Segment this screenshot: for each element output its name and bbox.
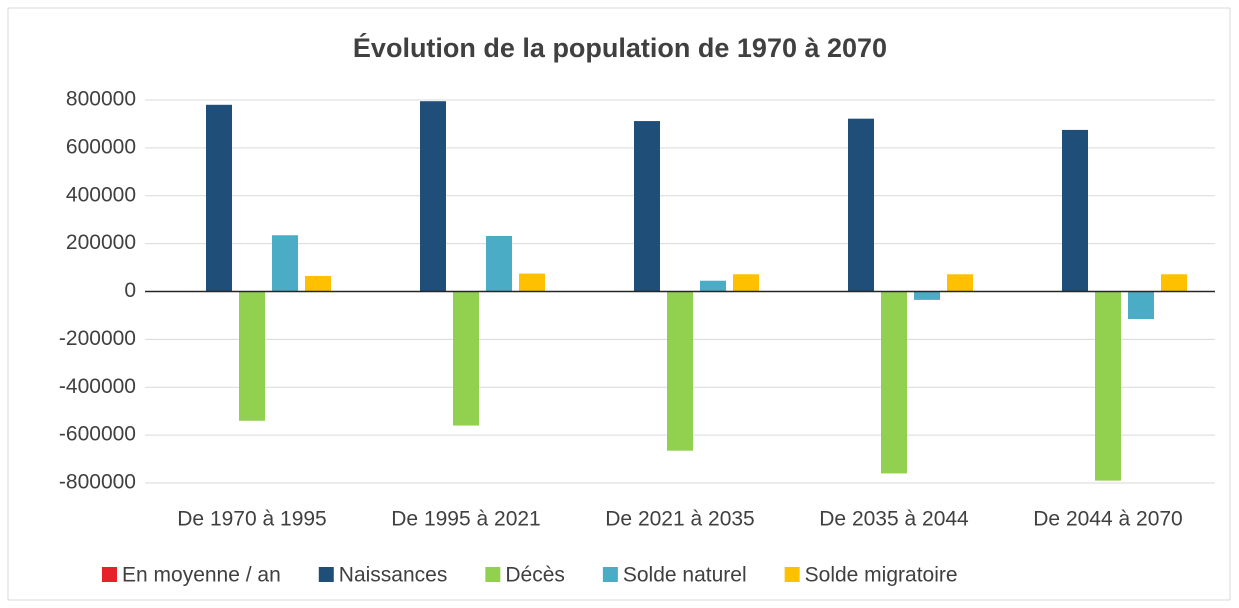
x-tick-label: De 1970 à 1995 [177,508,326,531]
y-tick-label: 600000 [66,135,136,158]
bar [848,118,874,292]
bar [634,121,660,292]
bar [1161,274,1187,292]
legend-label: En moyenne / an [122,564,281,587]
bar [1128,291,1154,320]
bar [700,280,726,292]
x-tick-label: De 2044 à 2070 [1033,508,1182,531]
bar [486,235,512,292]
y-tick-label: -400000 [59,375,136,398]
y-tick-label: -200000 [59,327,136,350]
bar [305,275,331,292]
bar [667,291,693,451]
bar [420,101,446,292]
bar [733,274,759,292]
y-tick-label: -800000 [59,471,136,494]
bar [1062,129,1088,292]
bar [914,291,940,300]
y-tick-label: -600000 [59,423,136,446]
bar [453,291,479,426]
bar [519,273,545,292]
legend-swatch [784,567,800,582]
y-tick-label: 400000 [66,183,136,206]
legend-swatch [602,567,618,582]
legend-label: Naissances [339,564,448,587]
bar [239,291,265,421]
y-tick-label: 200000 [66,231,136,254]
chart-title: Évolution de la population de 1970 à 207… [353,32,887,63]
legend-label: Décès [505,564,565,587]
bar [272,235,298,292]
bar [881,291,907,474]
bar [206,104,232,292]
legend-swatch [485,567,501,582]
legend-label: Solde naturel [623,564,747,587]
legend-swatch [318,567,334,582]
y-tick-label: 0 [124,279,136,302]
bar [947,274,973,292]
x-tick-label: De 2021 à 2035 [605,508,754,531]
legend-label: Solde migratoire [805,564,958,587]
y-tick-label: 800000 [66,88,136,111]
legend-swatch [102,567,117,582]
x-tick-label: De 2035 à 2044 [819,508,969,531]
bar [1095,291,1121,481]
x-tick-label: De 1995 à 2021 [391,508,540,531]
